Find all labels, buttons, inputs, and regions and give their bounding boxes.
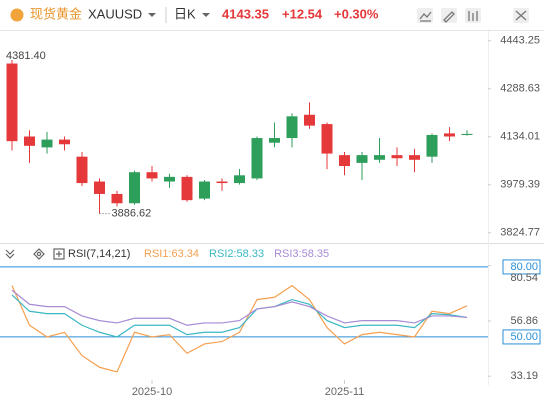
candle-body: [216, 181, 228, 184]
tool-icon: [443, 11, 455, 23]
y-tick-label: 80.54: [510, 272, 538, 284]
level-label: 50.00: [510, 331, 538, 343]
dropdown-icon[interactable]: [148, 13, 156, 17]
annotation: 3886.62: [112, 208, 152, 220]
annotation: 4381.40: [6, 50, 46, 62]
level-label-box: [502, 329, 541, 345]
checkbox-mark: [56, 251, 62, 257]
candle-body: [76, 156, 88, 184]
indicator-title: RSI(7,14,21): [68, 248, 130, 260]
y-tick-label: 3824.77: [500, 227, 540, 239]
rsi-line: [11, 289, 468, 326]
candle-body: [356, 155, 368, 163]
settings-icon-dot: [36, 251, 42, 257]
price: 4143.35: [222, 6, 269, 21]
candle-body: [146, 172, 158, 179]
candle-body: [269, 138, 280, 143]
tool-icon: [468, 11, 478, 21]
candle-body: [444, 133, 455, 137]
level-label-box: [502, 259, 541, 275]
candle-body: [304, 114, 315, 126]
candle-body: [129, 172, 140, 204]
dropdown-icon[interactable]: [202, 13, 210, 17]
settings-icon[interactable]: [33, 248, 45, 260]
collapse-icon[interactable]: [5, 249, 15, 259]
x-tick-label: 2025-10: [132, 386, 172, 398]
candle-body: [24, 136, 35, 146]
candle-body: [286, 116, 298, 139]
legend-entry: RSI3:58.35: [274, 248, 329, 260]
candle-body: [461, 133, 473, 135]
candle-body: [251, 138, 263, 179]
candle-body: [6, 63, 18, 142]
rsi-line: [11, 284, 468, 373]
y-tick-label: 3979.39: [500, 179, 540, 191]
candle-body: [94, 181, 105, 194]
symbol[interactable]: XAUUSD: [88, 6, 142, 21]
candle-body: [426, 134, 438, 157]
tool-icon: [419, 11, 432, 22]
candle-body: [181, 176, 193, 201]
rsi-line: [11, 294, 468, 338]
rsi-toolbar: [5, 248, 65, 260]
x-tick-label: 2025-11: [325, 386, 365, 398]
toolbar: [417, 8, 529, 23]
period[interactable]: 日K: [174, 6, 196, 21]
y-tick-label: 56.86: [510, 315, 538, 327]
candle-body: [409, 155, 420, 160]
checkbox[interactable]: [53, 248, 65, 260]
candle-body: [321, 124, 333, 154]
legend-entry: RSI2:58.33: [209, 248, 264, 260]
candle-body: [391, 155, 403, 159]
legend-entry: RSI1:63.34: [144, 248, 199, 260]
change: +12.54: [282, 6, 323, 21]
logo: [10, 8, 24, 22]
change-percent: +0.30%: [334, 6, 379, 21]
candle-body: [164, 176, 175, 182]
candle-body: [199, 181, 210, 199]
candle-body: [111, 193, 123, 204]
candle-body: [374, 155, 385, 160]
candle-body: [234, 175, 245, 184]
tool-icon: [515, 10, 527, 21]
candle-body: [41, 139, 53, 148]
candle-body: [339, 155, 350, 166]
instrument-name: 现货黄金: [30, 6, 82, 21]
y-tick-label: 4134.01: [500, 131, 540, 143]
y-tick-label: 4443.25: [500, 35, 540, 47]
y-tick-label: 33.19: [510, 370, 538, 382]
y-tick-label: 4288.63: [500, 83, 540, 95]
level-label: 80.00: [510, 261, 538, 273]
candle-body: [59, 139, 70, 145]
